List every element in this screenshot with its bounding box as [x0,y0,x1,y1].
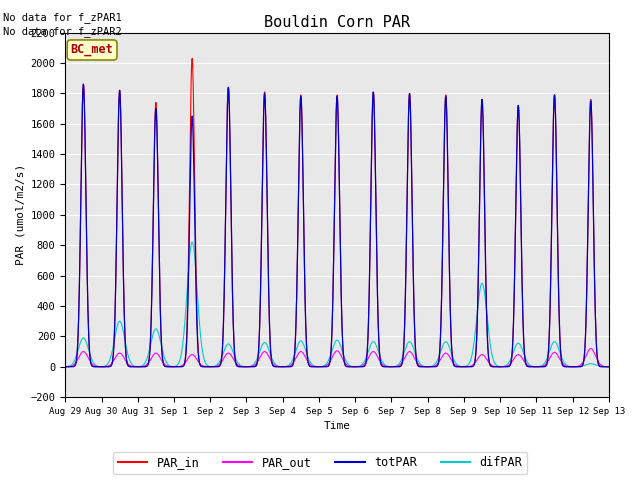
Line: PAR_out: PAR_out [65,348,609,367]
difPAR [572,364,580,370]
difPAR [557,353,565,359]
PAR_out [605,364,612,370]
totPAR [495,364,503,370]
PAR_in [572,364,580,370]
totPAR [213,364,221,370]
PAR_out [557,359,565,364]
PAR_out [587,346,595,351]
difPAR [353,364,361,370]
PAR_in [213,364,221,370]
difPAR [188,240,196,245]
Line: totPAR: totPAR [65,84,609,367]
Text: No data for f_zPAR1: No data for f_zPAR1 [3,12,122,23]
difPAR [495,363,503,369]
totPAR [79,81,87,87]
PAR_out [61,364,69,370]
PAR_out [213,363,221,369]
PAR_in [557,354,565,360]
PAR_in [188,56,196,61]
Line: PAR_in: PAR_in [65,59,609,367]
totPAR [605,364,612,370]
Legend: PAR_in, PAR_out, totPAR, difPAR: PAR_in, PAR_out, totPAR, difPAR [113,452,527,474]
totPAR [353,364,361,370]
totPAR [557,354,565,360]
difPAR [365,348,372,353]
PAR_out [532,364,540,370]
PAR_in [605,364,612,370]
PAR_in [353,364,361,370]
PAR_in [365,312,372,318]
difPAR [213,362,221,368]
totPAR [61,364,69,370]
Text: No data for f_zPAR2: No data for f_zPAR2 [3,26,122,37]
totPAR [572,364,580,370]
PAR_out [365,355,372,361]
totPAR [365,312,372,318]
PAR_in [495,364,503,370]
Text: BC_met: BC_met [70,44,113,57]
Y-axis label: PAR (umol/m2/s): PAR (umol/m2/s) [15,164,25,265]
difPAR [605,364,612,370]
Title: Bouldin Corn PAR: Bouldin Corn PAR [264,15,410,30]
PAR_out [495,364,502,370]
X-axis label: Time: Time [324,421,351,432]
difPAR [61,364,69,370]
PAR_in [61,364,69,370]
PAR_out [572,364,580,370]
PAR_out [353,364,360,370]
Line: difPAR: difPAR [65,242,609,367]
